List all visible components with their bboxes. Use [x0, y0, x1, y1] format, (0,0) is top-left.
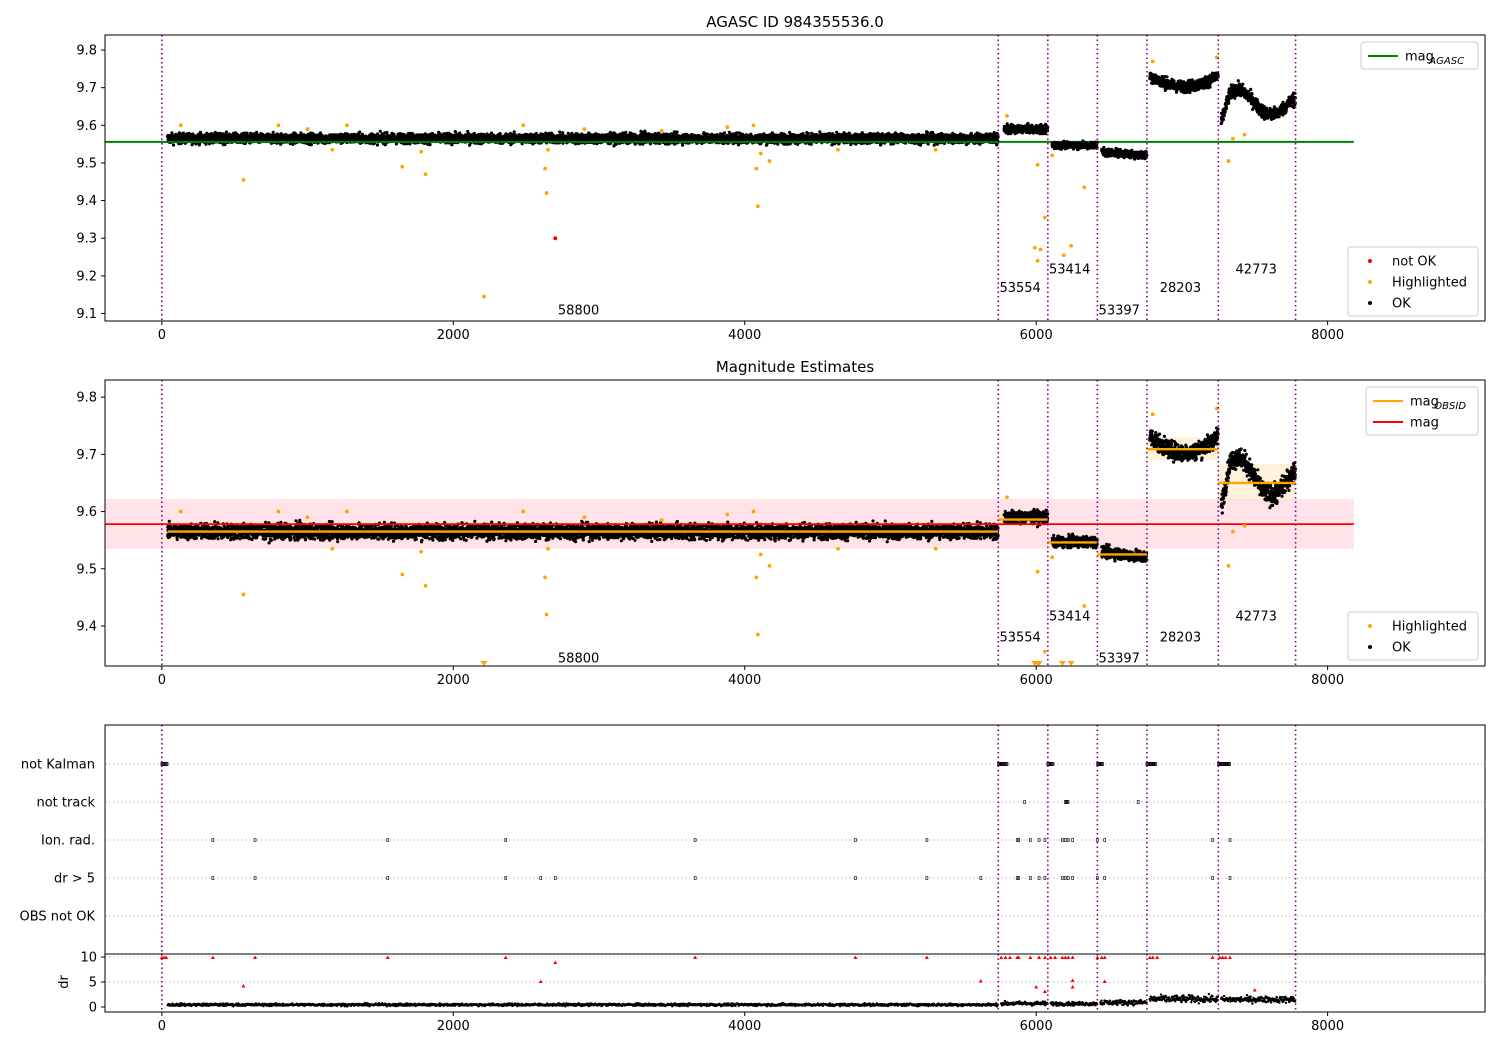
agasc-ok-point	[809, 142, 813, 146]
agasc-ok-point	[378, 129, 382, 133]
agasc-ok-point	[561, 131, 565, 135]
agasc-ok-point	[818, 130, 822, 134]
agasc-ok-point	[299, 131, 303, 135]
agasc-ok-point	[213, 130, 217, 134]
agasc-ok-point	[512, 130, 516, 134]
agasc-ok-point	[375, 143, 379, 147]
agasc-ok-point	[614, 142, 618, 146]
agasc-ok-point	[271, 130, 275, 134]
agasc-ok-point	[624, 130, 628, 134]
agasc-ok-point	[675, 130, 679, 134]
agasc-ok-point	[171, 143, 176, 147]
agasc-ok-point	[223, 142, 227, 147]
agasc-ok-point	[681, 143, 685, 147]
agasc-ok-point	[715, 133, 719, 137]
agasc-ok-point	[385, 130, 389, 135]
agasc-ok-point	[428, 143, 432, 147]
agasc-ok-point	[207, 142, 212, 146]
agasc-ok-point	[309, 143, 313, 147]
agasc-ok-point	[245, 131, 249, 135]
agasc-ok-point	[806, 132, 810, 136]
agasc-panel: 5880053554534145339728203427739.19.29.39…	[76, 34, 1486, 343]
agasc-ok-point	[558, 130, 562, 134]
figure-title: AGASC ID 984355536.0	[706, 13, 884, 31]
agasc-ok-point	[722, 131, 727, 135]
agasc-ok-point	[170, 131, 174, 135]
agasc-ok-point	[224, 130, 228, 134]
agasc-ok-point	[358, 130, 362, 134]
